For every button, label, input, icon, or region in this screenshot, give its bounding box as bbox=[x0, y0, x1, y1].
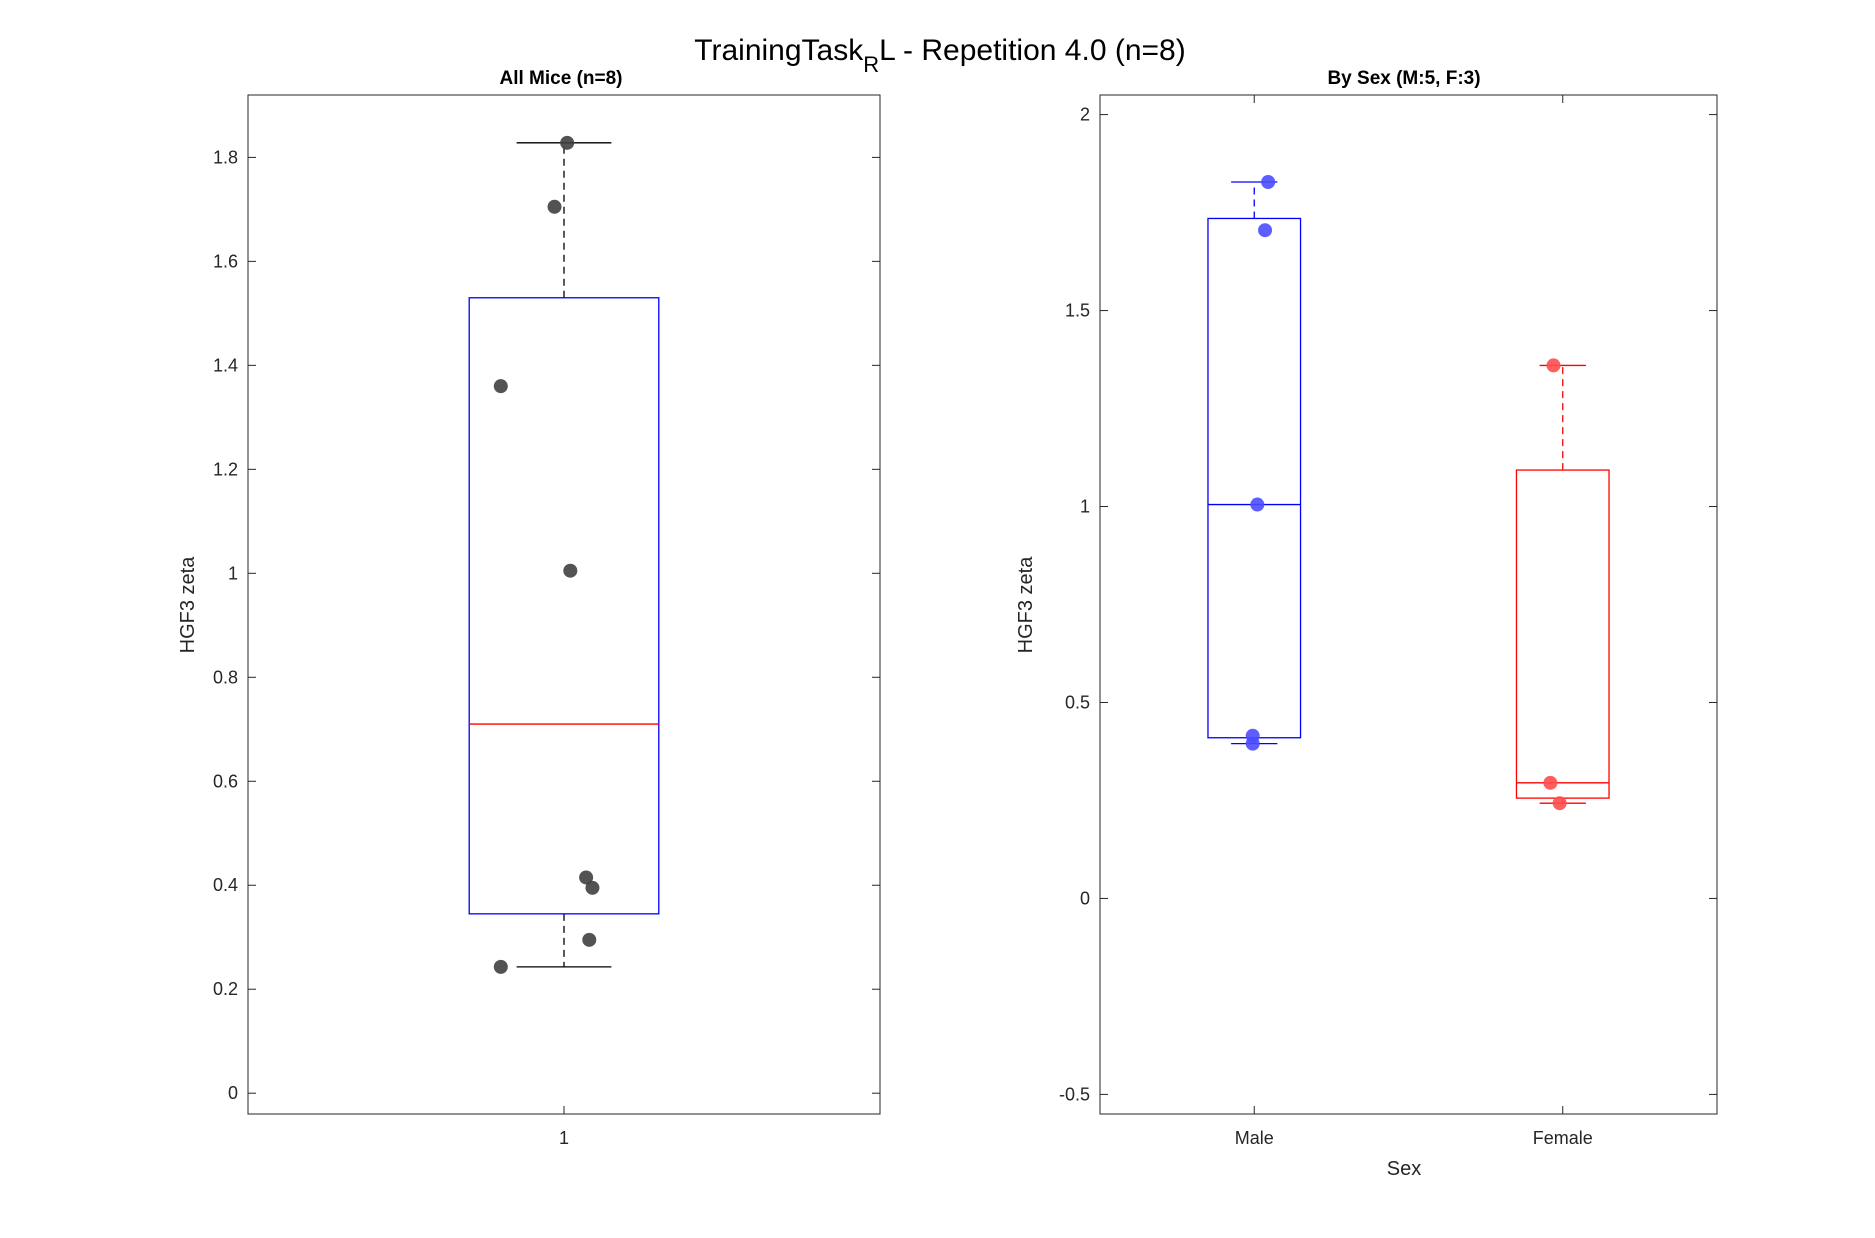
by-sex-ytick-label: -0.5 bbox=[1059, 1084, 1090, 1104]
all-mice-data-point bbox=[582, 932, 597, 947]
panel-by-sex-xlabel: Sex bbox=[1387, 1158, 1421, 1180]
panel-by-sex-ylabel: HGF3 zeta bbox=[1015, 556, 1037, 654]
by-sex-female-box bbox=[1515, 469, 1610, 799]
panel-all-mice-title: All Mice (n=8) bbox=[500, 68, 623, 89]
all-mice-ytick-label: 0.4 bbox=[213, 875, 238, 895]
all-mice-ytick-label: 1.2 bbox=[213, 459, 238, 479]
panel-by-sex-title: By Sex (M:5, F:3) bbox=[1327, 68, 1480, 89]
all-mice-data-point bbox=[547, 199, 562, 214]
all-mice-data-point bbox=[560, 135, 575, 150]
all-mice-ytick-label: 1.6 bbox=[213, 251, 238, 271]
all-mice-ytick-label: 1.4 bbox=[213, 355, 238, 375]
by-sex-ytick-label: 1.5 bbox=[1065, 301, 1090, 321]
by-sex-ytick-label: 0 bbox=[1080, 888, 1090, 908]
by-sex-male-data-point bbox=[1258, 223, 1273, 238]
by-sex-ytick-label: 0.5 bbox=[1065, 692, 1090, 712]
by-sex-male-data-point bbox=[1261, 175, 1276, 190]
all-mice-ytick-label: 0.2 bbox=[213, 979, 238, 999]
by-sex-female-data-point bbox=[1552, 796, 1567, 811]
all-mice-data-point bbox=[493, 379, 508, 394]
all-mice-xtick-label: 1 bbox=[559, 1128, 569, 1148]
by-sex-male-data-point bbox=[1250, 497, 1265, 512]
by-sex-xtick-label: Male bbox=[1235, 1128, 1274, 1148]
all-mice-ytick-label: 0.8 bbox=[213, 667, 238, 687]
panel-by-sex: By Sex (M:5, F:3) HGF3 zeta Sex -0.5 0 0.5… bbox=[1015, 68, 1718, 1180]
panel-all-mice-ylabel: HGF3 zeta bbox=[177, 556, 199, 654]
by-sex-xtick-label: Female bbox=[1533, 1128, 1593, 1148]
all-mice-box bbox=[468, 297, 660, 915]
all-mice-ytick-label: 0.6 bbox=[213, 771, 238, 791]
figure-title: TrainingTaskRL - Repetition 4.0 (n=8) bbox=[694, 34, 1185, 77]
all-mice-data-point bbox=[579, 870, 594, 885]
by-sex-ytick-label: 1 bbox=[1080, 497, 1090, 517]
all-mice-data-point bbox=[493, 959, 508, 974]
by-sex-male-data-point bbox=[1245, 736, 1260, 751]
by-sex-ytick-label: 2 bbox=[1080, 105, 1090, 125]
by-sex-female-data-point bbox=[1546, 358, 1561, 373]
all-mice-ytick-label: 1 bbox=[228, 563, 238, 583]
all-mice-ytick-label: 0 bbox=[228, 1083, 238, 1103]
all-mice-ytick-label: 1.8 bbox=[213, 147, 238, 167]
figure-title-main: TrainingTask bbox=[694, 34, 864, 67]
by-sex-female-data-point bbox=[1543, 775, 1558, 790]
all-mice-data-point bbox=[563, 563, 578, 578]
all-mice-data-point bbox=[585, 880, 600, 895]
figure-title-rest: L - Repetition 4.0 (n=8) bbox=[879, 34, 1186, 67]
panel-all-mice: All Mice (n=8) HGF3 zeta 0 0.2 0.4 0.6 0.8 1 1… bbox=[177, 68, 881, 1148]
by-sex-male-box bbox=[1207, 217, 1302, 739]
by-sex-axes-frame bbox=[1099, 94, 1718, 1115]
figure-title-subscript: R bbox=[863, 52, 879, 77]
